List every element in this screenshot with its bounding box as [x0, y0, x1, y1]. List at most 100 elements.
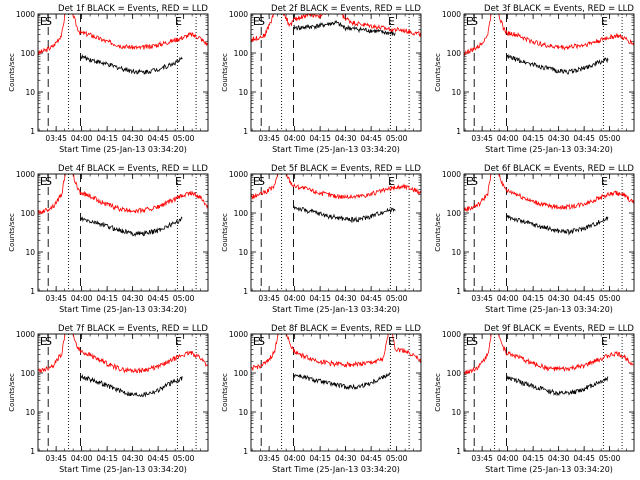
marker-label-s: S [258, 335, 265, 348]
x-tick-label: 04:30 [335, 454, 357, 463]
marker-label-e: E [601, 175, 608, 188]
x-tick-label: 04:00 [71, 134, 93, 143]
x-tick-label: 03:45 [471, 134, 493, 143]
detector-panel-2: Det 2f BLACK = Events, RED = LLD Counts/s… [221, 4, 422, 154]
x-tick-label: 05:00 [173, 294, 195, 303]
panel-title: Det 2f BLACK = Events, RED = LLD [271, 4, 421, 14]
x-axis-label: Start Time (25-Jan-13 03:34:20) [59, 305, 187, 314]
data-area [464, 14, 634, 75]
x-tick-label: 05:00 [599, 454, 621, 463]
y-tick-label: 1000 [229, 330, 248, 339]
detector-panel-8: Det 8f BLACK = Events, RED = LLD Counts/s… [221, 324, 422, 474]
x-tick-label: 04:00 [497, 294, 519, 303]
y-axis-label: Counts/sec [8, 373, 16, 412]
plot-frame [463, 333, 635, 452]
events-series-line [80, 53, 183, 75]
y-tick-label: 100 [447, 209, 462, 218]
detector-panel-7: Det 7f BLACK = Events, RED = LLD Counts/s… [8, 324, 209, 474]
x-tick-label: 05:00 [173, 134, 195, 143]
y-tick-label: 1000 [16, 330, 35, 339]
detector-panel-4: Det 4f BLACK = Events, RED = LLD Counts/s… [8, 164, 209, 314]
x-tick-label: 04:45 [360, 454, 382, 463]
x-tick-label: 04:45 [573, 134, 595, 143]
x-tick-label: 04:00 [284, 134, 306, 143]
x-axis-label: Start Time (25-Jan-13 03:34:20) [272, 465, 400, 474]
x-tick-label: 04:30 [122, 454, 144, 463]
panel-title: Det 8f BLACK = Events, RED = LLD [271, 324, 421, 334]
lld-series-line [38, 174, 208, 216]
x-tick-label: 04:30 [335, 294, 357, 303]
data-area [38, 334, 208, 398]
x-tick-label: 04:45 [147, 294, 169, 303]
plot-frame [250, 173, 422, 292]
x-axis-label: Start Time (25-Jan-13 03:34:20) [485, 145, 613, 154]
y-tick-label: 1000 [229, 10, 248, 19]
x-tick-label: 04:45 [360, 134, 382, 143]
events-series-line [506, 375, 609, 397]
y-tick-label: 100 [234, 369, 249, 378]
x-tick-label: 04:00 [284, 454, 306, 463]
data-area [251, 334, 421, 391]
marker-label-e: E [175, 175, 182, 188]
x-tick-label: 04:30 [122, 294, 144, 303]
y-axis-label: Counts/sec [221, 373, 229, 412]
marker-label-e: E [388, 335, 395, 348]
x-tick-label: 03:45 [45, 134, 67, 143]
y-axis-label: Counts/sec [434, 373, 442, 412]
x-tick-label: 05:00 [386, 134, 408, 143]
events-series-line [506, 53, 609, 75]
lld-series-line [38, 334, 208, 374]
x-tick-label: 04:30 [548, 134, 570, 143]
x-tick-label: 04:15 [522, 454, 544, 463]
x-tick-label: 03:45 [258, 134, 280, 143]
detector-panel-6: Det 6f BLACK = Events, RED = LLD Counts/s… [434, 164, 635, 314]
y-tick-label: 10 [25, 88, 35, 97]
y-tick-label: 1000 [442, 10, 461, 19]
y-tick-label: 10 [238, 248, 248, 257]
marker-label-e: E [388, 175, 395, 188]
x-tick-label: 03:45 [258, 454, 280, 463]
marker-label-s: S [45, 175, 52, 188]
lld-series-line [251, 14, 421, 43]
x-axis-label: Start Time (25-Jan-13 03:34:20) [59, 145, 187, 154]
marker-label-s: S [45, 15, 52, 28]
lld-series-line [464, 334, 634, 376]
lld-series-line [251, 174, 421, 200]
x-tick-label: 04:15 [96, 454, 118, 463]
y-tick-label: 1 [456, 127, 461, 136]
marker-label-e: E [40, 15, 47, 28]
marker-label-s: S [45, 335, 52, 348]
marker-label-s: S [258, 175, 265, 188]
x-tick-label: 04:00 [284, 294, 306, 303]
x-axis-label: Start Time (25-Jan-13 03:34:20) [272, 305, 400, 314]
x-tick-label: 04:30 [548, 454, 570, 463]
events-series-line [293, 372, 391, 391]
x-axis-label: Start Time (25-Jan-13 03:34:20) [272, 145, 400, 154]
detector-panel-5: Det 5f BLACK = Events, RED = LLD Counts/s… [221, 164, 422, 314]
y-tick-label: 10 [238, 408, 248, 417]
x-tick-label: 04:15 [309, 294, 331, 303]
x-tick-label: 04:15 [522, 134, 544, 143]
data-area [38, 14, 208, 75]
x-tick-label: 04:30 [335, 134, 357, 143]
x-tick-label: 03:45 [471, 294, 493, 303]
x-tick-label: 05:00 [173, 454, 195, 463]
data-area [464, 174, 634, 236]
marker-label-e: E [253, 15, 260, 28]
marker-label-e: E [175, 15, 182, 28]
y-tick-label: 1 [456, 447, 461, 456]
x-tick-label: 04:00 [71, 454, 93, 463]
panel-title: Det 1f BLACK = Events, RED = LLD [58, 4, 208, 14]
marker-label-s: S [471, 175, 478, 188]
marker-label-e: E [388, 15, 395, 28]
marker-label-e: E [175, 335, 182, 348]
x-tick-label: 04:00 [497, 454, 519, 463]
plot-frame [463, 173, 635, 292]
y-tick-label: 10 [25, 248, 35, 257]
y-tick-label: 100 [21, 209, 36, 218]
x-axis-label: Start Time (25-Jan-13 03:34:20) [485, 305, 613, 314]
y-tick-label: 10 [25, 408, 35, 417]
events-series-line [80, 216, 183, 237]
marker-label-e: E [40, 335, 47, 348]
